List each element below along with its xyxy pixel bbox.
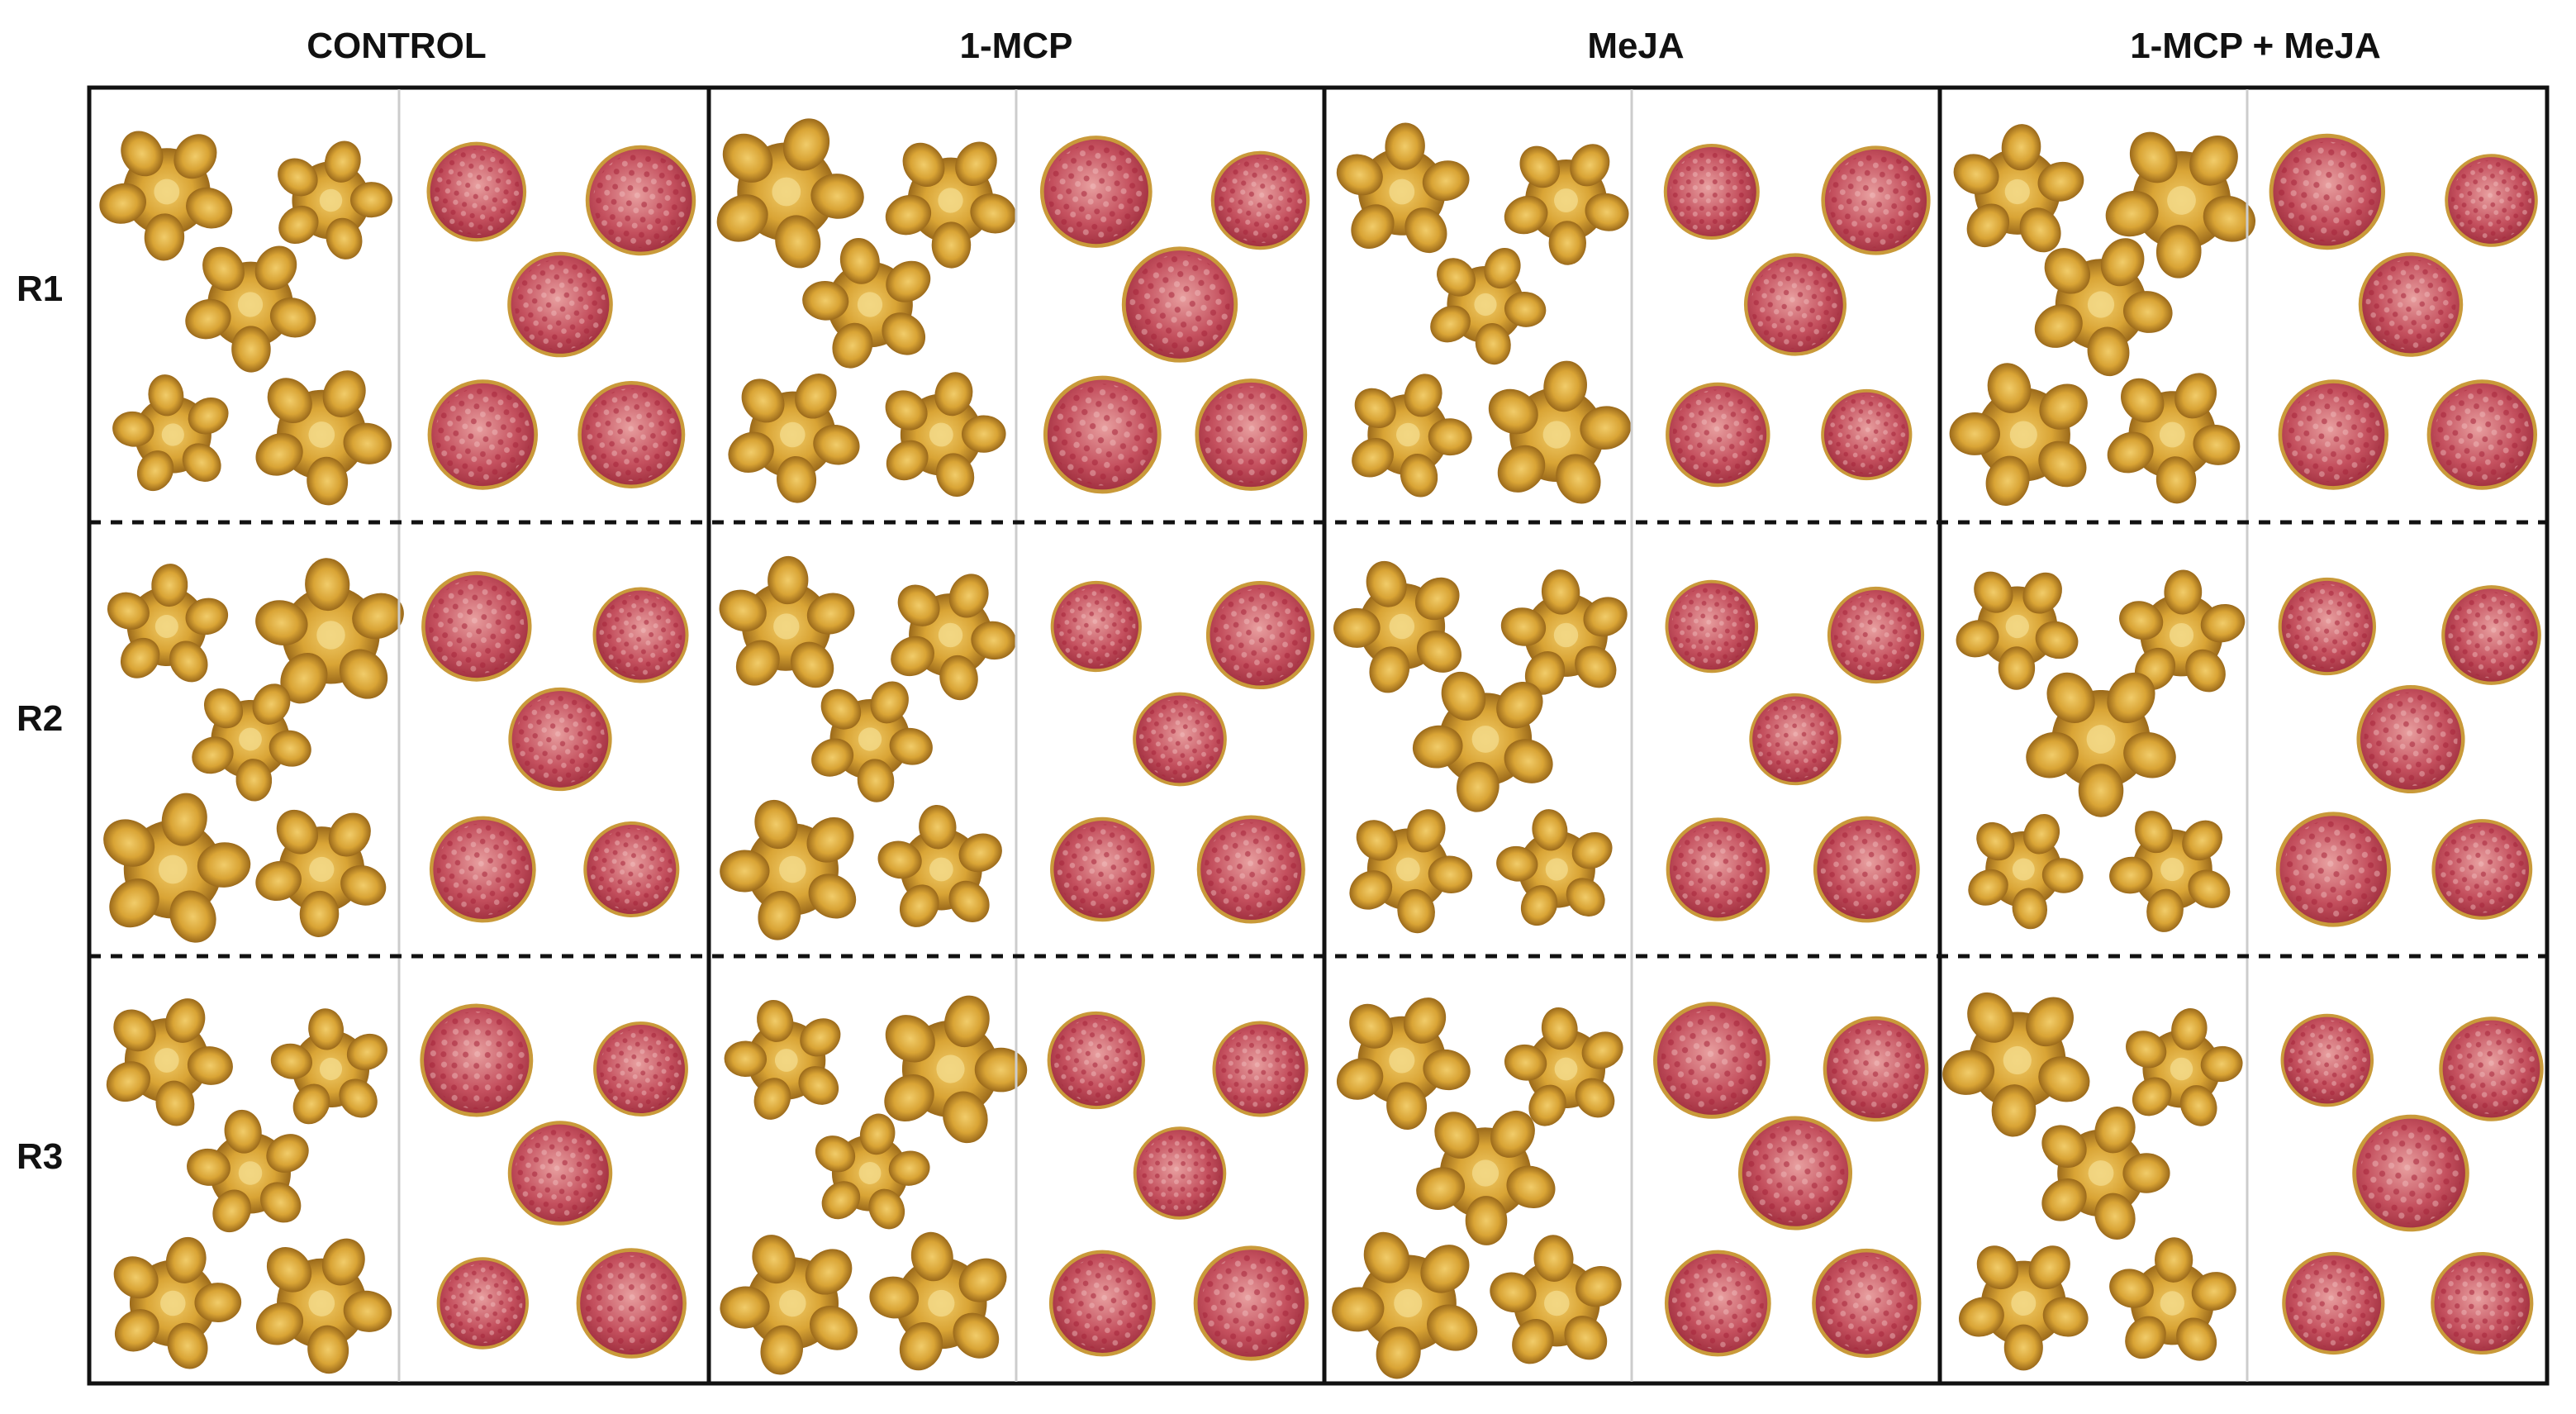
aril-section-photo xyxy=(1804,997,1948,1141)
aril-section-photo xyxy=(1652,1237,1785,1370)
aril-section-photo xyxy=(2261,560,2393,693)
aril-section-photo xyxy=(1179,797,1324,941)
peel-piece-photo xyxy=(696,339,889,529)
peel-piece-photo xyxy=(796,1102,943,1244)
peel-piece-photo xyxy=(2011,1085,2191,1260)
aril-section-photo xyxy=(2272,1242,2394,1364)
aril-section-photo xyxy=(1649,366,1786,503)
row-title-r3: R3 xyxy=(17,1136,64,1177)
peel-piece-photo xyxy=(1928,1207,2120,1398)
panel-frame xyxy=(87,85,2550,1386)
peel-piece-photo xyxy=(711,553,863,698)
aril-section-photo xyxy=(2431,1252,2533,1354)
aril-section-photo xyxy=(1731,674,1860,804)
aril-section-photo xyxy=(505,1117,615,1228)
aril-section-photo xyxy=(1132,1126,1228,1221)
aril-section-photo xyxy=(497,241,623,367)
aril-section-photo xyxy=(559,363,703,507)
row-title-r2: R2 xyxy=(17,698,64,739)
aril-section-photo xyxy=(1815,574,1936,695)
aril-section-photo xyxy=(2271,372,2396,497)
peel-piece-photo xyxy=(90,350,257,519)
peel-piece-photo xyxy=(225,772,420,966)
peel-piece-photo xyxy=(1323,350,1494,517)
aril-section-photo xyxy=(2429,138,2554,263)
peel-piece-photo xyxy=(1941,787,2108,951)
aril-section-photo xyxy=(1194,134,1327,267)
aril-section-photo xyxy=(1818,142,1933,258)
aril-section-photo xyxy=(1739,249,1851,360)
aril-section-photo xyxy=(1798,800,1936,938)
aril-section-photo xyxy=(1189,564,1333,707)
aril-section-photo xyxy=(1024,357,1180,512)
aril-section-photo xyxy=(583,143,699,259)
aril-section-photo xyxy=(1186,1239,1315,1368)
peel-piece-photo xyxy=(223,1206,421,1400)
column-title-meja: MeJA xyxy=(1587,26,1685,66)
aril-section-photo xyxy=(1107,231,1252,377)
row-title-r1: R1 xyxy=(17,269,64,309)
aril-section-photo xyxy=(1794,1231,1939,1376)
column-title-1mcp-meja: 1-MCP + MeJA xyxy=(2130,26,2381,66)
peel-piece-photo xyxy=(76,775,270,962)
aril-section-photo xyxy=(1722,1099,1869,1246)
aril-section-photo xyxy=(408,558,544,694)
peel-piece-photo xyxy=(843,1202,1041,1404)
aril-section-photo xyxy=(399,983,554,1138)
peel-piece-photo xyxy=(1474,784,1641,954)
aril-section-photo xyxy=(2262,995,2392,1126)
peel-piece-photo xyxy=(699,972,874,1149)
peel-piece-photo xyxy=(2101,1235,2244,1370)
peel-piece-photo xyxy=(856,782,1028,956)
aril-section-photo xyxy=(2419,372,2545,498)
aril-section-photo xyxy=(1663,144,1760,240)
aril-section-photo xyxy=(1119,678,1240,800)
peel-piece-photo xyxy=(250,985,413,1152)
peel-piece-photo xyxy=(1325,117,1479,264)
aril-section-photo xyxy=(1034,801,1171,938)
aril-section-photo xyxy=(579,574,702,697)
aril-section-photo xyxy=(416,802,550,936)
aril-section-photo xyxy=(1175,358,1328,511)
aril-section-photo xyxy=(2416,803,2548,936)
aril-section-photo xyxy=(2348,1110,2474,1235)
aril-section-photo xyxy=(1651,802,1785,936)
peel-piece-photo xyxy=(97,559,236,693)
aril-section-photo xyxy=(2248,113,2406,271)
aril-section-photo xyxy=(1212,1021,1309,1118)
aril-section-photo xyxy=(498,678,622,802)
aril-section-photo xyxy=(1034,130,1158,254)
aril-section-photo xyxy=(2345,240,2476,370)
aril-section-photo xyxy=(410,125,544,259)
peel-piece-photo xyxy=(688,1197,898,1407)
column-title-control: CONTROL xyxy=(307,26,487,66)
aril-section-photo xyxy=(1635,983,1789,1137)
aril-section-photo xyxy=(2268,803,2399,935)
aril-section-photo xyxy=(556,1228,706,1378)
aril-section-photo xyxy=(421,372,545,497)
aril-section-photo xyxy=(1661,576,1762,677)
peel-piece-photo xyxy=(858,353,1025,516)
aril-section-photo xyxy=(2427,571,2556,700)
aril-section-photo xyxy=(421,1240,545,1366)
peel-piece-photo xyxy=(1941,117,2094,264)
aril-section-photo xyxy=(2421,998,2563,1140)
aril-section-photo xyxy=(1031,995,1161,1125)
aril-section-photo xyxy=(582,1010,700,1128)
aril-section-photo xyxy=(1036,566,1157,687)
aril-section-photo xyxy=(2340,669,2481,810)
aril-section-photo xyxy=(1803,371,1930,498)
peel-piece-photo xyxy=(85,1216,261,1388)
aril-section-photo xyxy=(567,805,696,934)
column-title-1mcp: 1-MCP xyxy=(959,26,1073,66)
peel-piece-photo xyxy=(1467,347,1647,521)
aril-section-photo xyxy=(1032,1232,1173,1374)
